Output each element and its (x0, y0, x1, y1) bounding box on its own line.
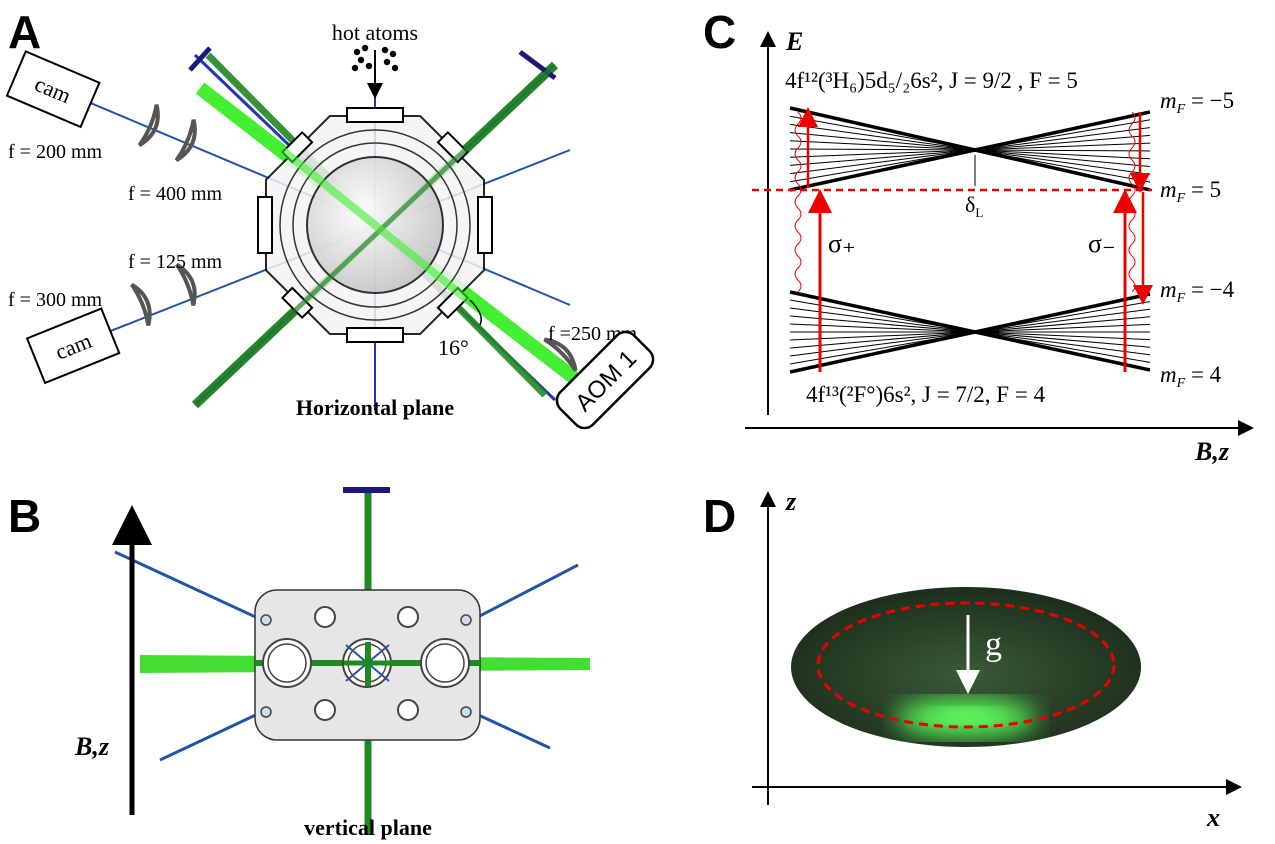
port (478, 197, 492, 253)
transition-label: σ₊ (828, 229, 856, 258)
value: = −5 (1185, 88, 1234, 113)
value: = −4 (1185, 277, 1234, 302)
port (461, 707, 471, 717)
atom (384, 59, 390, 65)
detuning-label: δL (965, 192, 983, 220)
level-label: mF = −4 (1160, 277, 1235, 306)
label: f = 400 mm (128, 183, 222, 205)
panel-label: A (8, 6, 41, 58)
caption: vertical plane (304, 815, 432, 840)
atom (362, 45, 368, 51)
atom (366, 63, 372, 69)
port (421, 639, 469, 687)
atom (358, 57, 364, 63)
subscript: L (975, 205, 983, 220)
atom (352, 65, 358, 71)
label: f = 200 mm (8, 141, 102, 163)
beam (472, 565, 578, 620)
atom (390, 51, 396, 57)
decay (795, 112, 801, 292)
state-label: 4f¹³(²F°)6s², J = 7/2, F = 4 (806, 382, 1046, 407)
camera: cam (27, 309, 119, 383)
port (347, 108, 403, 122)
subscript: F (1176, 376, 1186, 391)
atom (382, 47, 388, 53)
lens (139, 105, 164, 149)
port (315, 607, 335, 627)
symbol: m (1160, 177, 1177, 202)
angle-label: 16° (438, 335, 469, 360)
port (398, 607, 418, 627)
port (398, 700, 418, 720)
subscript: F (1176, 191, 1186, 206)
decay (1129, 112, 1135, 292)
gravity-label: g (985, 626, 1002, 663)
level-label: mF = 5 (1160, 177, 1221, 206)
axis-label: z (785, 487, 797, 516)
axis-label: x (1206, 803, 1220, 832)
beam (472, 712, 550, 748)
symbol: m (1160, 88, 1177, 113)
cloud-glow (931, 708, 1001, 724)
port (261, 615, 271, 625)
label: f = 300 mm (8, 289, 102, 311)
caption: Horizontal plane (296, 395, 455, 420)
port (347, 328, 403, 342)
port (315, 700, 335, 720)
port (461, 615, 471, 625)
level-label: mF = 4 (1160, 362, 1222, 391)
panel-label: C (703, 6, 736, 58)
port (258, 197, 272, 253)
value: = 5 (1185, 177, 1221, 202)
axis-label: B,z (1194, 437, 1230, 466)
figure: Ahot atoms cam cam f = 200 mm f = 400 mm f = … (0, 0, 1275, 844)
symbol: δ (965, 192, 975, 217)
atom (392, 65, 398, 71)
state-label: 4f¹²(³H₆)5d₅/₂6s², J = 9/2 , F = 5 (785, 68, 1078, 93)
value: = 4 (1185, 362, 1221, 387)
axis-label: E (785, 27, 803, 56)
symbol: m (1160, 277, 1177, 302)
symbol: m (1160, 362, 1177, 387)
beam (160, 712, 262, 760)
source-label: hot atoms (332, 20, 418, 45)
panel-label: D (703, 490, 736, 542)
panel-label: B (8, 490, 41, 542)
subscript: F (1176, 102, 1186, 117)
axis-label: B,z (74, 732, 110, 761)
beam (115, 552, 262, 620)
subscript: F (1176, 291, 1186, 306)
transition-label: σ₋ (1088, 229, 1116, 258)
label: f = 125 mm (128, 251, 222, 273)
port-flange (347, 108, 403, 122)
zeeman-level (790, 294, 1150, 372)
port-flange (478, 197, 492, 253)
camera: cam (7, 51, 99, 126)
atom (354, 49, 360, 55)
port-flange (258, 197, 272, 253)
port-flange (347, 328, 403, 342)
level-label: mF = −5 (1160, 88, 1234, 117)
port (261, 707, 271, 717)
port (263, 639, 311, 687)
